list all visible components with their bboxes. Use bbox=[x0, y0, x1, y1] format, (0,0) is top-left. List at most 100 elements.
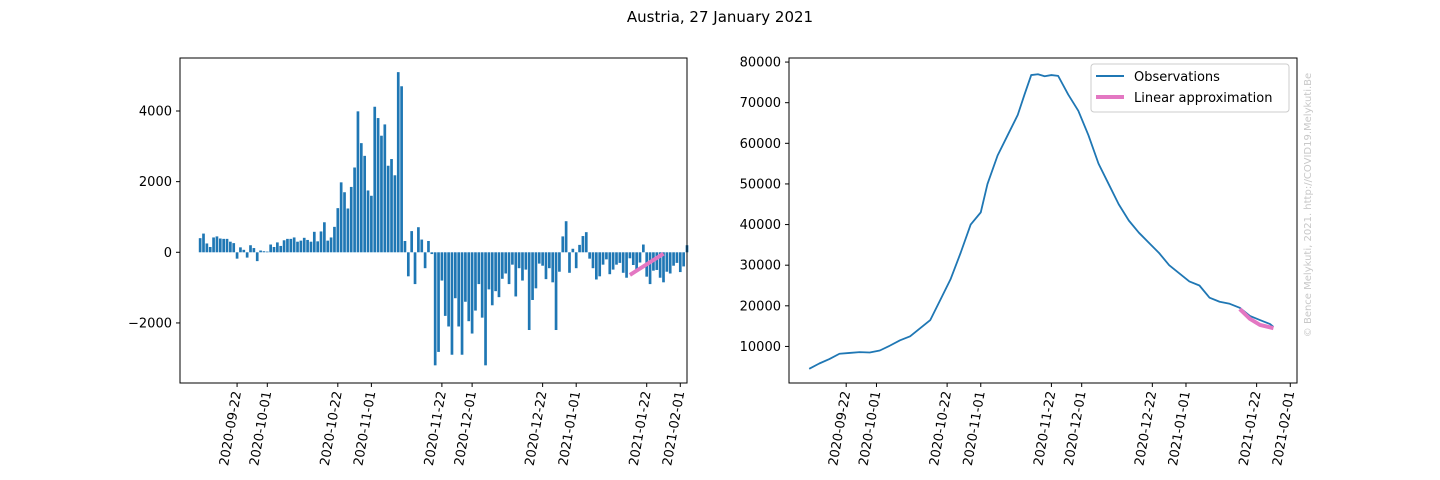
bar bbox=[437, 252, 440, 352]
line-chart-y-tick-label: 70000 bbox=[740, 96, 781, 111]
bar bbox=[276, 242, 279, 253]
bar bbox=[252, 248, 256, 253]
bar bbox=[215, 236, 219, 253]
bar bbox=[262, 251, 266, 253]
bar bbox=[326, 240, 330, 253]
bar bbox=[544, 252, 548, 280]
linear-approximation-line bbox=[628, 252, 665, 277]
bar bbox=[396, 72, 400, 253]
bar bbox=[323, 222, 326, 253]
bar bbox=[265, 251, 269, 253]
bar bbox=[349, 186, 353, 253]
bar bbox=[504, 252, 508, 274]
bar bbox=[500, 252, 504, 279]
bar bbox=[386, 165, 390, 253]
bar bbox=[413, 252, 417, 285]
line-chart-x-tick-label: 2021-01-01 bbox=[1166, 390, 1194, 467]
bar bbox=[359, 143, 363, 253]
bar bbox=[464, 252, 467, 302]
bar bbox=[598, 252, 602, 277]
bar bbox=[225, 238, 229, 253]
bar bbox=[356, 111, 360, 253]
bar bbox=[336, 208, 340, 253]
bar bbox=[460, 252, 464, 355]
bar-chart-x-tick-label: 2020-11-01 bbox=[351, 390, 379, 467]
line-chart-y-tick-label: 80000 bbox=[740, 56, 781, 71]
bar bbox=[655, 252, 659, 270]
bar bbox=[568, 252, 571, 273]
bar bbox=[534, 252, 538, 289]
bar bbox=[581, 236, 585, 253]
line-chart-y-tick-label: 50000 bbox=[740, 177, 781, 192]
active-cases-line-chart: 10000 20000 30000 40000 50000 60000 70000 80000… bbox=[740, 56, 1299, 468]
bar bbox=[558, 252, 561, 272]
bar bbox=[202, 233, 205, 253]
bar-chart-plot-frame bbox=[179, 57, 688, 384]
bar bbox=[564, 221, 568, 253]
bar bbox=[457, 252, 461, 327]
bar bbox=[507, 252, 511, 285]
bar bbox=[302, 237, 306, 253]
bar bbox=[675, 252, 679, 263]
bar bbox=[218, 238, 222, 253]
line-chart-x-tick-label: 2020-09-22 bbox=[826, 390, 854, 467]
bar bbox=[312, 231, 316, 253]
line-chart-x-tick-label: 2020-10-01 bbox=[857, 390, 885, 467]
bar bbox=[470, 252, 474, 334]
bar bbox=[333, 226, 336, 253]
bar bbox=[480, 252, 484, 318]
bar bbox=[427, 240, 430, 253]
linear-approximation-line bbox=[1238, 307, 1274, 331]
daily-change-bar-chart: −2000 0 2000 4000 2020-09-22 2020-10-01 2020-1… bbox=[128, 57, 689, 467]
bar bbox=[289, 238, 293, 253]
bar bbox=[658, 252, 662, 278]
bar bbox=[242, 249, 246, 253]
line-chart-x-tick-label: 2021-02-01 bbox=[1270, 390, 1298, 467]
bar bbox=[621, 252, 625, 273]
bar bbox=[410, 231, 414, 253]
bar bbox=[578, 244, 581, 253]
bar bbox=[682, 252, 685, 267]
bar bbox=[239, 247, 242, 253]
bar bbox=[443, 252, 447, 316]
bar bbox=[447, 252, 450, 327]
bar-chart-x-tick-label: 2021-02-01 bbox=[660, 390, 688, 467]
bar bbox=[329, 237, 333, 253]
bar bbox=[346, 208, 350, 253]
bar bbox=[665, 252, 669, 272]
bar bbox=[406, 252, 410, 277]
bar bbox=[631, 252, 635, 266]
bar bbox=[212, 237, 215, 253]
bar bbox=[423, 252, 427, 269]
bar bbox=[433, 252, 437, 366]
bar bbox=[494, 252, 497, 292]
bar bbox=[635, 252, 638, 272]
line-chart-x-tick-label: 2020-11-01 bbox=[961, 390, 989, 467]
bar bbox=[417, 227, 420, 253]
bar bbox=[366, 190, 370, 253]
bar-chart-y-tick-label: −2000 bbox=[128, 316, 172, 331]
bar bbox=[584, 232, 588, 253]
bar-chart-y-tick-label: 2000 bbox=[139, 175, 172, 190]
line-chart-x-tick-label: 2020-11-22 bbox=[1031, 390, 1059, 467]
bar bbox=[249, 245, 252, 253]
bar bbox=[296, 241, 299, 253]
bar bbox=[615, 252, 618, 265]
figure-title: Austria, 27 January 2021 bbox=[627, 8, 813, 26]
bar bbox=[487, 252, 491, 290]
bar bbox=[205, 243, 209, 253]
bar bbox=[527, 252, 531, 331]
bar bbox=[511, 252, 514, 265]
line-chart-x-tick-label: 2021-01-22 bbox=[1237, 390, 1265, 467]
bar bbox=[420, 239, 424, 253]
bar bbox=[595, 252, 598, 280]
bar bbox=[514, 252, 518, 297]
bar bbox=[390, 159, 393, 253]
line-chart-y-tick-label: 40000 bbox=[740, 218, 781, 233]
bar bbox=[370, 195, 373, 253]
bar bbox=[477, 252, 481, 285]
bar bbox=[222, 238, 225, 253]
bar bbox=[316, 241, 320, 253]
bar bbox=[618, 252, 622, 263]
bar bbox=[551, 252, 555, 283]
